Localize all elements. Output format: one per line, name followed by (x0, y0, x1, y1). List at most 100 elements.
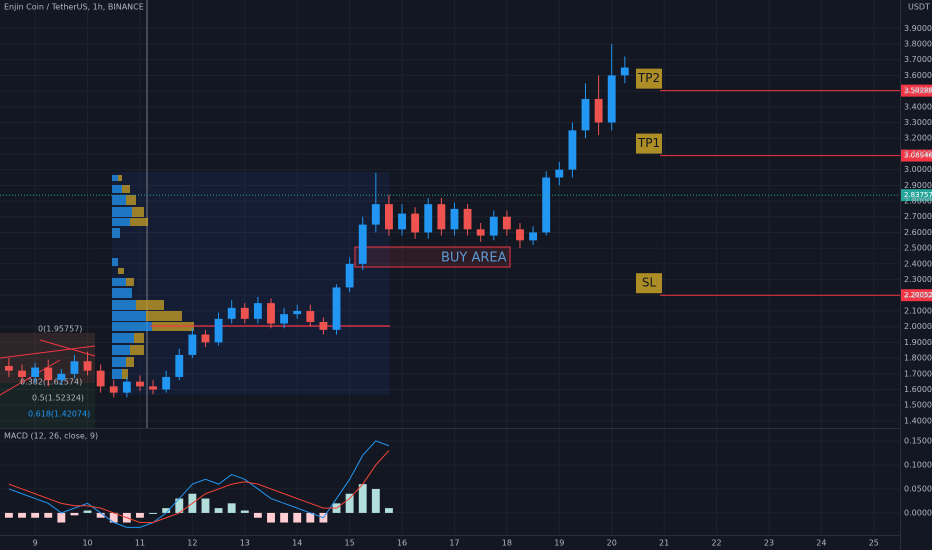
macd-histogram-bar (214, 508, 223, 513)
macd-histogram-bar (83, 510, 92, 513)
fib-label: 0(1.95757) (38, 325, 82, 334)
macd-line (8, 450, 390, 524)
candle-body (529, 232, 538, 241)
macd-histogram-bar (70, 512, 79, 516)
y-tick-label: 2.40000 (904, 259, 932, 268)
candle-body (280, 314, 289, 324)
candle-body (44, 367, 53, 381)
current-price-tag (901, 189, 932, 202)
level-price: 3.08946 (904, 152, 932, 160)
candle-body (555, 169, 564, 178)
candle-body (319, 321, 328, 330)
level-price: 2.20052 (904, 291, 932, 299)
macd-line (8, 440, 390, 528)
buy-area-label: BUY AREA (441, 251, 507, 266)
x-tick-label: 17 (449, 539, 459, 548)
macd-histogram-bar (4, 512, 13, 518)
x-tick-label: 25 (869, 539, 879, 548)
candle-body (83, 361, 92, 371)
macd-histogram-bar (253, 512, 262, 518)
fib-zone (0, 333, 95, 428)
y-tick-label: 2.90000 (904, 181, 932, 190)
current-price: 2.83757 (904, 191, 932, 199)
x-tick-label: 14 (292, 539, 302, 548)
macd-histogram-bar (96, 512, 105, 518)
macd-histogram-bar (306, 512, 315, 523)
macd-histogram-bar (162, 508, 171, 513)
y-tick-label: 3.90000 (904, 24, 932, 33)
level-label: TP1 (637, 136, 660, 150)
candle-body (293, 310, 302, 315)
y-tick-label: 2.60000 (904, 228, 932, 237)
macd-histogram-bar (385, 508, 393, 513)
macd-histogram-bar (175, 498, 184, 513)
y-tick-label: 3.30000 (904, 118, 932, 127)
y-tick-label: 1.50000 (904, 401, 932, 410)
x-tick-label: 9 (33, 539, 38, 548)
range-zone (112, 172, 390, 395)
level-box (636, 68, 662, 89)
candle-body (411, 213, 420, 233)
x-tick-label: 20 (607, 539, 617, 548)
candle-body (253, 303, 262, 319)
candle-body (568, 130, 577, 170)
y-tick-label: 2.70000 (904, 212, 932, 221)
candle-body (214, 318, 223, 343)
candle-body (594, 98, 603, 123)
macd-histogram-bar (240, 510, 249, 513)
candle-body (267, 303, 275, 324)
volume-profile (112, 175, 194, 379)
macd-histogram-bar (31, 512, 40, 518)
macd-histogram-bar (18, 512, 26, 518)
candle-body (306, 310, 315, 322)
y-tick-label: 3.80000 (904, 39, 932, 48)
candle-body (70, 361, 79, 374)
candle-body (332, 287, 341, 330)
x-tick-label: 19 (554, 539, 564, 548)
candle-body (96, 370, 105, 387)
x-tick-label: 11 (135, 539, 145, 548)
y-tick-label: 1.90000 (904, 338, 932, 347)
y-tick-label: 1.70000 (904, 369, 932, 378)
candle-body (162, 376, 171, 390)
y-tick-label: 2.20000 (904, 291, 932, 300)
candle-body (136, 381, 144, 387)
candle-body (607, 75, 616, 123)
y-tick-label: 3.20000 (904, 134, 932, 143)
level-tag (901, 149, 932, 162)
y-tick-label: 3.60000 (904, 71, 932, 80)
x-tick-label: 23 (764, 539, 774, 548)
macd-histogram-bar (227, 503, 236, 513)
candle-body (489, 216, 498, 236)
macd-histogram-bar (358, 484, 367, 513)
candle-body (109, 386, 118, 393)
macd-histogram-bar (267, 512, 275, 523)
level-tag (901, 84, 932, 97)
macd-title: MACD (12, 26, close, 9) (4, 432, 98, 441)
macd-histogram-bar (201, 498, 210, 513)
fib-label: 0.618(1.42074) (28, 410, 90, 419)
candle-body (175, 354, 184, 377)
macd-histogram-bar (293, 512, 302, 523)
candle-body (4, 365, 13, 371)
candle-body (476, 229, 485, 236)
candle-body (371, 204, 380, 225)
fib-lines (0, 339, 96, 396)
y-tick-label: 0.15000 (904, 436, 932, 445)
y-tick-label: 3.50000 (904, 87, 932, 96)
candle-body (463, 208, 472, 230)
macd-histogram-bar (371, 488, 380, 513)
candle-body (57, 373, 66, 381)
marks: 3.50288 TP2 3.08946 TP1 2.20052 SL 2.83757 (0, 43, 932, 528)
candle-body (240, 307, 249, 319)
candle-body (345, 263, 354, 288)
x-tick-label: 13 (240, 539, 250, 548)
macd-histogram-bar (280, 512, 289, 523)
